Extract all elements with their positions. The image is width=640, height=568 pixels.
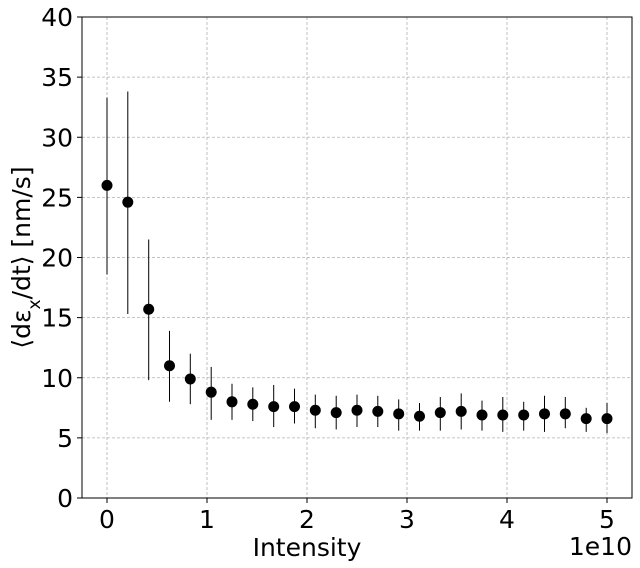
y-tick-label: 15 <box>41 304 73 333</box>
ticks: 0 1 2 3 4 5 0 5 10 15 20 25 30 35 40 <box>41 3 615 534</box>
data-point <box>247 398 259 410</box>
data-point <box>351 404 363 416</box>
x-tick-label: 0 <box>99 505 115 534</box>
x-tick-label: 4 <box>499 505 515 534</box>
data-point <box>539 408 550 420</box>
y-tick-label: 25 <box>41 183 73 212</box>
data-point <box>497 409 509 421</box>
x-tick-label: 1 <box>199 505 215 534</box>
y-tick-label: 20 <box>41 244 73 273</box>
data-point <box>455 405 467 417</box>
data-points <box>101 179 613 425</box>
y-tick-label: 0 <box>57 484 73 513</box>
y-tick-label: 30 <box>41 123 73 152</box>
data-point <box>268 401 280 413</box>
x-tick-label: 3 <box>399 505 415 534</box>
data-point <box>476 409 488 421</box>
data-point <box>518 409 530 421</box>
data-point <box>330 407 342 419</box>
x-axis-label: Intensity <box>253 533 362 562</box>
data-point <box>184 373 196 385</box>
data-point <box>143 303 155 315</box>
data-point <box>414 410 425 422</box>
data-point <box>289 401 300 413</box>
data-point <box>205 386 217 398</box>
error-bars <box>106 91 608 434</box>
data-point <box>164 360 175 372</box>
data-point <box>122 196 134 208</box>
y-tick-label: 5 <box>57 424 73 453</box>
data-point <box>226 396 238 408</box>
y-axis-label: ⟨dεx/dt⟩ [nm/s] <box>7 166 45 348</box>
data-point <box>559 408 571 420</box>
data-point <box>372 405 384 417</box>
data-point <box>601 413 613 425</box>
x-tick-label: 5 <box>599 505 615 534</box>
y-tick-label: 35 <box>41 63 73 92</box>
data-point <box>101 179 113 191</box>
data-point <box>580 413 592 425</box>
y-tick-label: 10 <box>41 364 73 393</box>
data-point <box>434 407 446 419</box>
x-tick-label: 2 <box>299 505 315 534</box>
y-tick-label: 40 <box>41 3 73 32</box>
x-axis-offset-label: 1e10 <box>569 532 632 561</box>
data-point <box>393 408 405 420</box>
data-point <box>309 404 321 416</box>
